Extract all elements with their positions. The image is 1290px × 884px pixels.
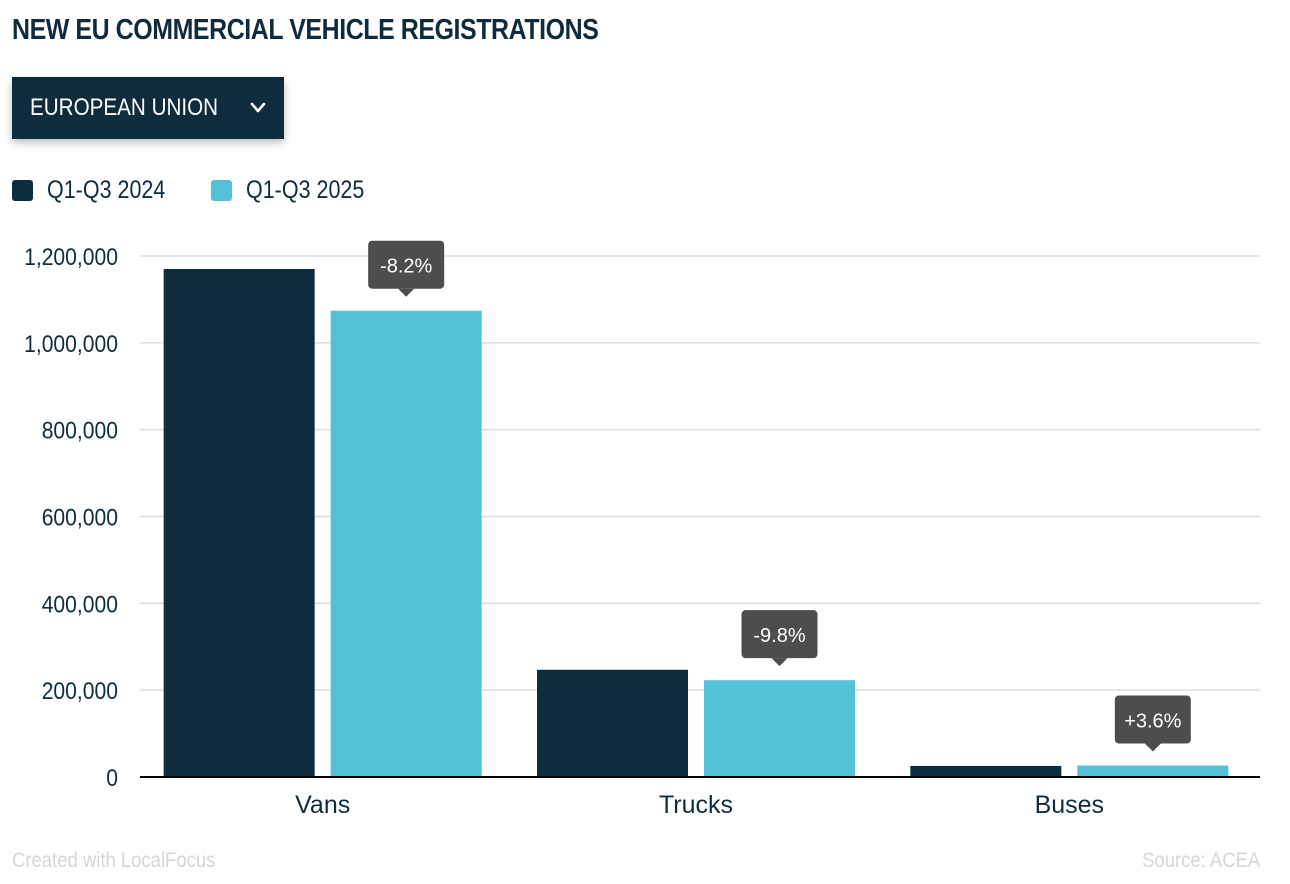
bar-vans-2025 xyxy=(330,310,482,777)
x-axis-ticks: Vans Trucks Buses xyxy=(295,791,1104,819)
legend-item-2025[interactable]: Q1-Q3 2025 xyxy=(210,176,364,205)
annotation-label: -8.2% xyxy=(380,256,432,278)
y-axis-ticks: 0 200,000 400,000 600,000 800,000 1,000,000 1,… xyxy=(24,244,118,792)
y-tick-label: 400,000 xyxy=(42,591,118,618)
bar-buses-2025 xyxy=(1077,765,1229,777)
legend-label-2024: Q1-Q3 2024 xyxy=(47,176,166,204)
x-tick-label: Buses xyxy=(1035,791,1104,819)
legend-swatch-2024 xyxy=(12,180,33,201)
x-tick-label: Trucks xyxy=(659,791,733,819)
bar-trucks-2025 xyxy=(704,680,855,777)
gridlines xyxy=(140,255,1260,691)
y-tick-label: 800,000 xyxy=(42,417,118,444)
source-text: Source: ACEA xyxy=(1141,849,1260,872)
bar-vans-2024 xyxy=(163,269,315,777)
bars xyxy=(163,269,1229,777)
y-tick-label: 0 xyxy=(106,765,118,792)
region-dropdown-label: EUROPEAN UNION xyxy=(30,94,219,121)
x-tick-label: Vans xyxy=(295,791,350,819)
change-annotation: -8.2% xyxy=(368,240,445,297)
region-dropdown[interactable]: EUROPEAN UNION xyxy=(12,77,284,139)
chevron-down-icon xyxy=(250,102,266,113)
legend-item-2024[interactable]: Q1-Q3 2024 xyxy=(12,176,166,205)
legend-swatch-2025 xyxy=(210,180,232,201)
chart-title: NEW EU COMMERCIAL VEHICLE REGISTRATIONS xyxy=(12,14,599,46)
bar-buses-2024 xyxy=(910,765,1062,777)
annotation-label: +3.6% xyxy=(1124,711,1181,733)
annotation-box xyxy=(741,610,818,659)
y-tick-label: 200,000 xyxy=(42,678,118,705)
annotation-pointer xyxy=(771,658,788,667)
credit-text[interactable]: Created with LocalFocus xyxy=(12,849,216,872)
change-annotation: -9.8% xyxy=(741,610,818,667)
annotation-label: -9.8% xyxy=(753,625,805,647)
annotation-pointer xyxy=(1144,743,1161,752)
annotation-box xyxy=(368,240,445,289)
change-annotation: +3.6% xyxy=(1114,695,1191,752)
annotation-box xyxy=(1114,695,1191,744)
annotation-pointer xyxy=(398,288,415,297)
y-tick-label: 1,200,000 xyxy=(24,244,118,271)
legend-label-2025: Q1-Q3 2025 xyxy=(245,176,364,204)
y-tick-label: 600,000 xyxy=(42,504,118,531)
bar-trucks-2024 xyxy=(537,669,688,777)
change-annotations: -8.2% -9.8% +3.6% xyxy=(368,240,1191,752)
y-tick-label: 1,000,000 xyxy=(24,331,118,358)
legend: Q1-Q3 2024 Q1-Q3 2025 xyxy=(12,176,379,205)
